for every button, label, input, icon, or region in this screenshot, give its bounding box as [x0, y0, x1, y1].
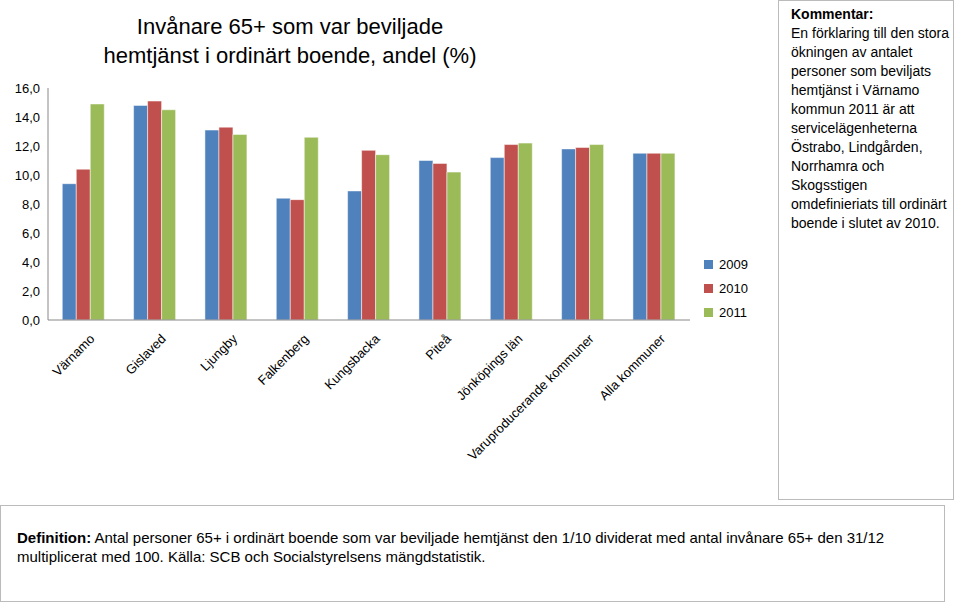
html-text:En förklaring till den stora ö: En förklaring till den stora ökningen av…	[791, 25, 949, 231]
svg-text:Alla kommuner: Alla kommuner	[596, 331, 668, 403]
svg-text:Piteå: Piteå	[423, 331, 455, 363]
svg-text:Värnamo: Värnamo	[50, 331, 98, 379]
svg-text:14,0: 14,0	[15, 110, 40, 125]
svg-text:2,0: 2,0	[22, 284, 40, 299]
svg-text:Kungsbacka: Kungsbacka	[322, 331, 384, 393]
svg-text:Ljungby: Ljungby	[197, 331, 240, 374]
svg-text:Falkenberg: Falkenberg	[255, 331, 312, 388]
svg-text:16,0: 16,0	[15, 81, 40, 96]
html-text:2010: 2010	[719, 280, 748, 296]
svg-text:Jönköpings län: Jönköpings län	[454, 331, 526, 403]
svg-text:12,0: 12,0	[15, 139, 40, 154]
html-text:2011: 2011	[719, 304, 747, 320]
svg-text:0,0: 0,0	[22, 313, 40, 328]
svg-text:6,0: 6,0	[22, 226, 40, 241]
html-text:Invånare 65+ som var beviljade: Invånare 65+ som var beviljade hemtjänst…	[103, 14, 477, 68]
svg-text:10,0: 10,0	[15, 168, 40, 183]
svg-text:4,0: 4,0	[22, 255, 40, 270]
html-text:Kommentar:: Kommentar:	[791, 6, 874, 22]
svg-text:Varuproducerande kommuner: Varuproducerande kommuner	[465, 331, 598, 464]
svg-text:Gislaved: Gislaved	[122, 331, 168, 377]
svg-text:8,0: 8,0	[22, 197, 40, 212]
html-text:Definition: Antal personer 65+: Definition: Antal personer 65+ i ordinär…	[17, 529, 885, 565]
html-text:2009: 2009	[719, 256, 748, 272]
